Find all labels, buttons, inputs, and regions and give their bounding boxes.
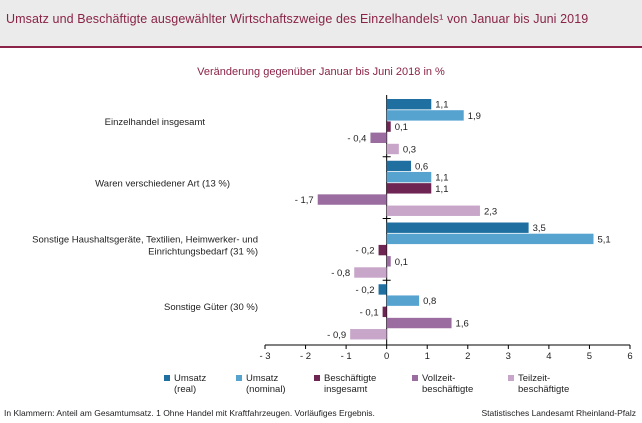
data-label: 2,3 xyxy=(484,206,497,217)
bar xyxy=(317,194,387,205)
bar xyxy=(386,183,432,194)
x-tick-label: 1 xyxy=(425,351,430,362)
chart-legend: Umsatz (real) Umsatz (nominal) Beschäftigt… xyxy=(0,373,642,405)
bar xyxy=(386,110,464,121)
bar xyxy=(386,233,594,245)
data-label: 3,5 xyxy=(533,223,546,234)
data-label: 1,1 xyxy=(435,184,448,195)
legend-label: Vollzeit- beschäftigte xyxy=(422,373,474,395)
legend-swatch xyxy=(412,375,418,381)
bar xyxy=(378,244,387,256)
bar xyxy=(386,205,480,216)
data-label: 0,8 xyxy=(423,296,436,307)
chart-subtitle: Veränderung gegenüber Januar bis Juni 20… xyxy=(197,66,445,78)
category-label: Einzelhandel insgesamt xyxy=(105,117,206,128)
x-tick-label: - 2 xyxy=(300,351,311,362)
data-label: 5,1 xyxy=(598,234,611,245)
x-tick-label: - 1 xyxy=(341,351,352,362)
legend-swatch xyxy=(164,375,170,381)
data-label: - 0,4 xyxy=(347,133,366,144)
data-label: - 0,8 xyxy=(331,268,350,279)
bar xyxy=(378,284,387,295)
bar xyxy=(386,295,420,306)
legend-label: Umsatz (real) xyxy=(174,373,207,395)
data-label: 0,6 xyxy=(415,161,428,172)
data-label: - 1,7 xyxy=(295,195,314,206)
x-tick-label: 0 xyxy=(384,351,389,362)
bar-chart: - 3- 2- 1 0 1 2 3 4 5 61,11,90,1- 0,40,30,61,11… xyxy=(32,95,633,362)
data-label: 0,1 xyxy=(395,257,408,268)
bar xyxy=(382,306,387,318)
footer-note: In Klammern: Anteil am Gesamtumsatz. 1 O… xyxy=(4,408,375,418)
data-label: - 0,1 xyxy=(360,307,379,318)
bar xyxy=(386,317,452,329)
bar xyxy=(386,121,391,132)
header-bar: Umsatz und Beschäftigte ausgewählter Wir… xyxy=(0,0,642,48)
x-tick-label: 4 xyxy=(546,351,551,362)
legend-swatch xyxy=(236,375,242,381)
data-label: 1,1 xyxy=(435,173,448,184)
legend-label: Umsatz (nominal) xyxy=(246,373,286,395)
bar xyxy=(386,143,399,155)
data-label: 1,9 xyxy=(468,111,481,122)
x-tick-label: 6 xyxy=(627,351,632,362)
data-label: 0,3 xyxy=(403,145,416,156)
data-label: 1,1 xyxy=(435,100,448,111)
bar xyxy=(386,99,432,110)
x-tick-label: 2 xyxy=(465,351,470,362)
data-label: 1,6 xyxy=(456,319,469,330)
x-tick-label: 3 xyxy=(506,351,511,362)
legend-swatch xyxy=(314,375,320,381)
bar xyxy=(386,256,391,267)
bar xyxy=(350,329,387,340)
legend-swatch xyxy=(508,375,514,381)
data-label: - 0,2 xyxy=(356,246,375,257)
category-label: Waren verschiedener Art (13 %) xyxy=(95,179,230,190)
legend-label: Teilzeit- beschäftigte xyxy=(518,373,570,395)
bar xyxy=(370,132,387,143)
data-label: - 0,9 xyxy=(327,330,346,341)
data-label: - 0,2 xyxy=(356,285,375,296)
bar xyxy=(386,160,411,172)
footer-source: Statistisches Landesamt Rheinland-Pfalz xyxy=(481,408,637,418)
legend-label: Beschäftigte insgesamt xyxy=(324,373,377,395)
category-label: Sonstige Haushaltsgeräte, Textilien, Hei… xyxy=(32,234,258,257)
data-label: 0,1 xyxy=(395,122,408,133)
bar xyxy=(386,171,432,183)
x-tick-label: 5 xyxy=(587,351,592,362)
x-tick-label: - 3 xyxy=(259,351,270,362)
category-label: Sonstige Güter (30 %) xyxy=(164,302,258,313)
bar xyxy=(354,267,387,278)
page-title: Umsatz und Beschäftigte ausgewählter Wir… xyxy=(6,12,589,26)
bar xyxy=(386,222,529,233)
